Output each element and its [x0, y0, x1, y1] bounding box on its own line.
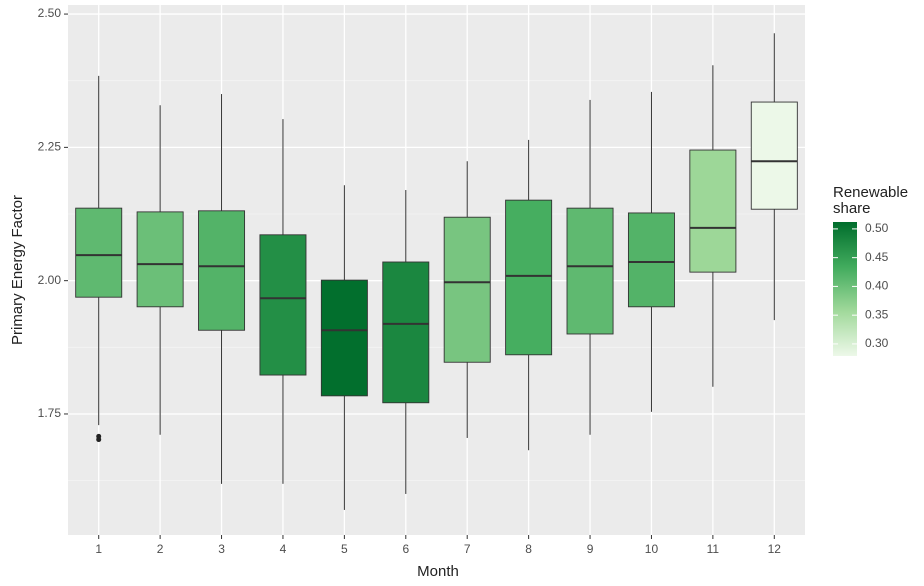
- y-tick-label: 1.75: [38, 406, 62, 420]
- x-tick-label: 1: [95, 542, 102, 556]
- y-axis-title: Primary Energy Factor: [9, 195, 26, 345]
- x-axis-title: Month: [417, 563, 459, 580]
- legend-tick-label: 0.45: [865, 250, 889, 264]
- x-tick-label: 9: [587, 542, 594, 556]
- box: [627, 212, 675, 308]
- y-tick-label: 2.00: [38, 273, 62, 287]
- box: [566, 207, 614, 335]
- outlier: [96, 433, 102, 439]
- box: [320, 279, 368, 397]
- x-tick-label: 7: [464, 542, 471, 556]
- legend-tick-label: 0.50: [865, 221, 889, 235]
- legend-tick-label: 0.35: [865, 307, 889, 321]
- legend-title: Renewable share: [833, 184, 909, 217]
- y-tick-label: 2.50: [38, 6, 62, 20]
- x-tick-label: 8: [525, 542, 532, 556]
- box: [136, 211, 184, 308]
- box: [443, 216, 491, 363]
- box: [75, 207, 123, 298]
- box: [382, 261, 430, 404]
- x-tick-label: 12: [768, 542, 782, 556]
- x-tick-label: 5: [341, 542, 348, 556]
- box: [259, 234, 307, 376]
- x-tick-label: 2: [157, 542, 164, 556]
- box: [750, 101, 798, 210]
- x-tick-label: 11: [707, 542, 720, 556]
- y-tick-label: 2.25: [38, 140, 62, 154]
- x-tick-label: 3: [218, 542, 225, 556]
- color-bar: [833, 222, 857, 356]
- x-tick-label: 6: [402, 542, 409, 556]
- legend-tick-label: 0.40: [865, 279, 889, 293]
- x-tick-label: 10: [645, 542, 659, 556]
- legend-tick-label: 0.30: [865, 336, 889, 350]
- box: [505, 199, 553, 356]
- box: [198, 210, 246, 331]
- x-tick-label: 4: [280, 542, 287, 556]
- panel: [68, 5, 805, 535]
- box: [689, 149, 737, 273]
